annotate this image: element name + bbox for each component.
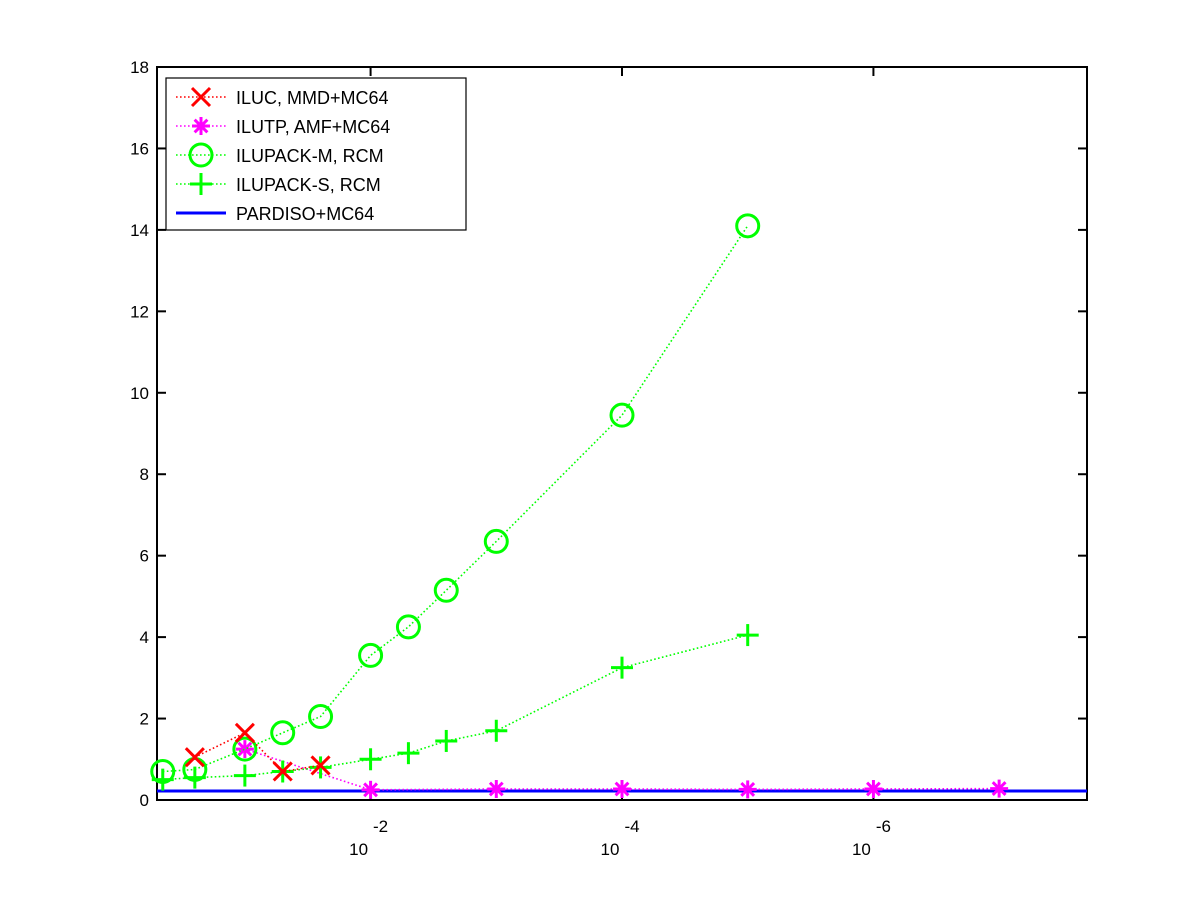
legend-item: ILUPACK-M, RCM: [176, 142, 384, 168]
data-point-asterisk: [235, 740, 254, 759]
x-tick-label-exponent: -2: [373, 817, 388, 836]
data-point-circle: [395, 614, 421, 640]
series-ilutp-amf-mc64: [235, 740, 1009, 799]
data-point-x: [184, 747, 205, 768]
data-point-circle: [735, 213, 761, 239]
legend-marker-x: [190, 86, 212, 108]
y-tick-label: 0: [140, 791, 149, 810]
data-point-plus: [359, 748, 382, 771]
legend-item: PARDISO+MC64: [176, 204, 374, 224]
data-point-asterisk: [361, 780, 380, 799]
legend-marker-circle: [188, 142, 214, 168]
data-point-circle: [308, 704, 334, 730]
data-point-x: [234, 722, 255, 743]
data-point-asterisk: [613, 780, 631, 799]
series-ilupack-s-rcm: [151, 624, 759, 791]
series-line: [162, 225, 749, 773]
data-point-plus: [397, 742, 420, 765]
data-point-circle: [483, 528, 509, 554]
legend-box: [165, 77, 467, 231]
series-ilupack-m-rcm: [150, 213, 761, 784]
data-point-circle: [358, 642, 384, 668]
series-layer: [150, 213, 1087, 799]
data-point-circle: [270, 720, 296, 746]
y-tick-label: 8: [140, 465, 149, 484]
data-point-circle: [232, 736, 258, 762]
y-tick-label: 10: [130, 384, 149, 403]
legend-label: ILUTP, AMF+MC64: [236, 117, 390, 137]
data-point-circle: [150, 758, 176, 784]
data-point-asterisk: [487, 780, 506, 799]
data-point-asterisk: [864, 780, 883, 799]
legend: ILUC, MMD+MC64 ILUTP, AMF+MC64 ILUPACK-M, …: [165, 77, 467, 231]
y-tick-label: 12: [130, 302, 149, 321]
legend-label: ILUPACK-S, RCM: [236, 175, 381, 195]
x-tick-label-exponent: -4: [624, 817, 639, 836]
data-point-plus: [233, 764, 256, 787]
data-point-asterisk: [738, 780, 757, 799]
data-point-plus: [736, 624, 759, 647]
data-point-plus: [611, 656, 633, 679]
x-tick-label-base: 10: [349, 840, 368, 859]
x-tick-label-base: 10: [601, 840, 620, 859]
legend-label: ILUPACK-M, RCM: [236, 146, 384, 166]
y-tick-label: 18: [130, 58, 149, 77]
y-tick-label: 2: [140, 710, 149, 729]
x-tick-label-exponent: -6: [876, 817, 891, 836]
x-tick-label-base: 10: [852, 840, 871, 859]
x-axis: 10-210-410-6: [349, 67, 891, 859]
y-tick-label: 14: [130, 221, 149, 240]
data-point-circle: [609, 402, 635, 428]
legend-item: ILUTP, AMF+MC64: [176, 117, 390, 137]
data-point-x: [272, 761, 293, 782]
data-point-circle: [433, 577, 459, 603]
series-iluc-mmd-mc64: [184, 722, 331, 782]
legend-item: ILUC, MMD+MC64: [176, 86, 389, 108]
y-tick-label: 6: [140, 547, 149, 566]
y-tick-label: 4: [140, 628, 149, 647]
data-point-x: [310, 755, 331, 776]
legend-label: ILUC, MMD+MC64: [236, 88, 389, 108]
y-axis: 0 2 4 6 8 10 12 14 16 18: [130, 58, 1087, 810]
y-tick-label: 16: [130, 139, 149, 158]
legend-marker-asterisk: [192, 117, 210, 135]
data-point-plus: [435, 729, 458, 752]
legend-label: PARDISO+MC64: [236, 204, 374, 224]
legend-item: ILUPACK-S, RCM: [176, 173, 381, 195]
data-point-plus: [485, 719, 508, 742]
data-point-asterisk: [990, 779, 1009, 798]
legend-marker-plus: [190, 173, 212, 195]
series-line: [194, 731, 321, 773]
